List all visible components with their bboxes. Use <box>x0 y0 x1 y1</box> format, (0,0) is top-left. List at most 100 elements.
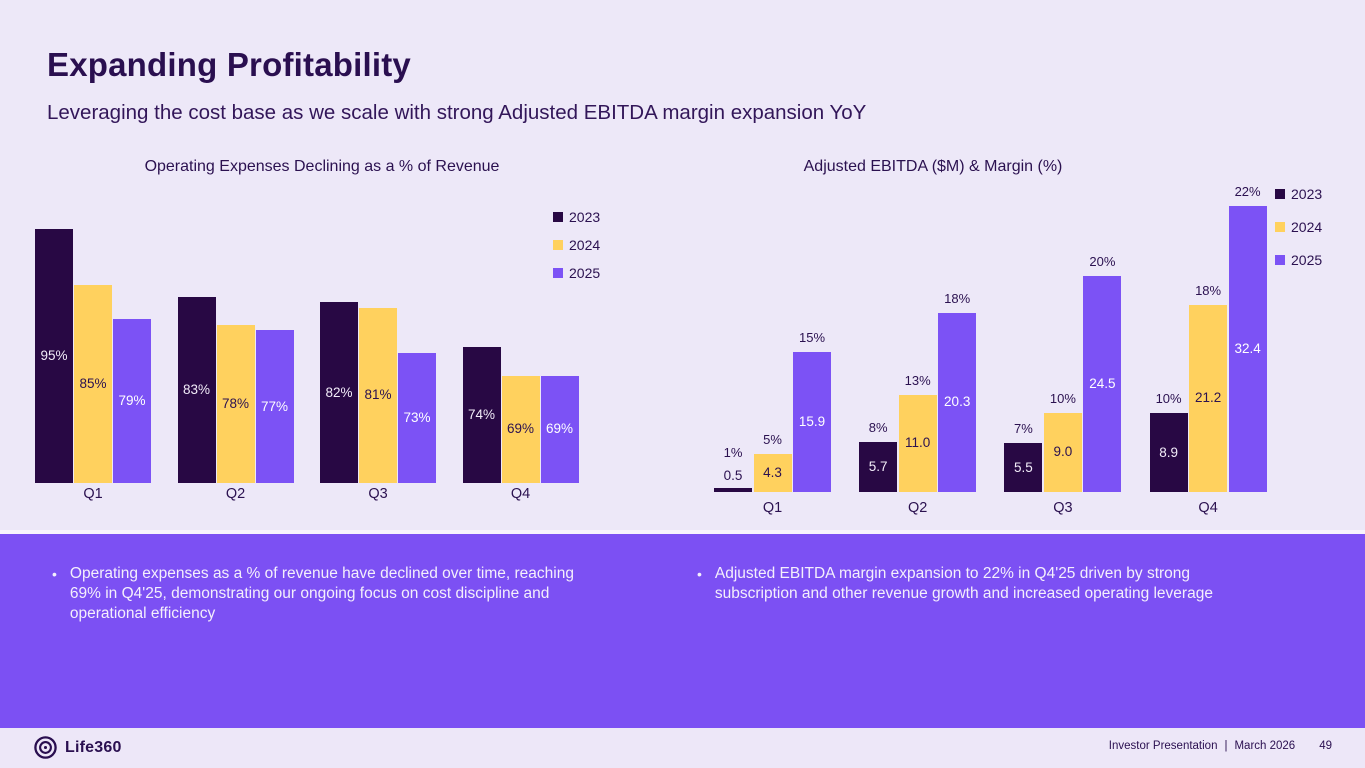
bar-value-label: 69% <box>545 421 574 437</box>
bar-value-label: 21.2 <box>1194 390 1222 406</box>
bar-margin-label: 5% <box>763 432 782 447</box>
brand-name: Life360 <box>65 738 122 756</box>
bar-2024-Q3 <box>359 307 397 483</box>
life360-logo-icon <box>33 735 58 760</box>
legend-item-2023: 2023 <box>1275 186 1322 202</box>
bar-2024-Q2 <box>898 394 937 492</box>
x-axis: Q1 Q2 Q3 Q4 <box>28 486 616 506</box>
bar-2025-Q1 <box>793 351 831 492</box>
bar-value-label: 8.9 <box>1159 444 1178 460</box>
bar-value-label: 74% <box>467 407 496 423</box>
bar-margin-label: 13% <box>904 372 931 388</box>
bar-value-label: 81% <box>364 387 392 403</box>
bar-2024-Q1 <box>74 285 112 483</box>
bar-value-label: 9.0 <box>1053 444 1073 460</box>
bar-2025-Q1 <box>113 319 151 483</box>
legend-item-2024: 2024 <box>1275 219 1322 235</box>
bar-margin-label: 18% <box>944 290 971 306</box>
bar-2025-Q2 <box>255 330 294 483</box>
bullet-text: Adjusted EBITDA margin expansion to 22% … <box>714 565 1213 602</box>
bar-2024-Q2 <box>216 324 255 483</box>
bar-2023-Q3 <box>320 302 358 483</box>
brand-logo: Life360 <box>33 735 122 760</box>
bar-2024-Q1 <box>753 454 792 492</box>
chart-operating-expenses: Operating Expenses Declining as a % of R… <box>28 152 616 514</box>
bar-2025-Q4 <box>540 375 579 483</box>
bar-2023-Q1 <box>35 228 73 483</box>
bar-margin-label: 7% <box>1013 421 1033 437</box>
legend-label: 2024 <box>1291 219 1323 235</box>
legend-item-2024: 2024 <box>553 237 600 253</box>
bar-value-label: 5.5 <box>1014 459 1033 475</box>
bar-margin-label: 22% <box>1234 183 1261 199</box>
bar-value-label: 32.4 <box>1234 341 1261 356</box>
chart-title: Adjusted EBITDA ($M) & Margin (%) <box>803 158 1063 175</box>
chart-legend: 2023 2024 2025 <box>1275 186 1322 268</box>
bar-value-label: 85% <box>79 376 107 392</box>
page-number: 49 <box>1319 740 1332 752</box>
chart-plot-area: 95% 85% 79% 83% 78% 77% 82% 81% 73% 74% 69% 69% <box>28 190 616 483</box>
chart-legend: 2023 2024 2025 <box>553 209 600 281</box>
legend-item-2025: 2025 <box>553 265 600 281</box>
legend-label: 2023 <box>1291 186 1323 202</box>
page-subtitle: Leveraging the cost base as we scale wit… <box>47 101 867 124</box>
bar-value-label: 4.3 <box>763 465 782 480</box>
bar-margin-label: 1% <box>723 444 743 460</box>
axis-label-Q1: Q1 <box>762 500 783 516</box>
bar-value-label: 5.7 <box>868 458 888 474</box>
bar-value-label: 0.5 <box>723 467 743 483</box>
bullet-text: Operating expenses as a % of revenue hav… <box>69 565 574 622</box>
bar-margin-label: 18% <box>1195 282 1222 298</box>
bullet-marker: • <box>697 566 702 582</box>
legend-swatch-icon <box>553 268 563 278</box>
footer-date: March 2026 <box>1234 740 1296 752</box>
bar-2024-Q4 <box>1189 304 1228 492</box>
bar-2023-Q2 <box>177 296 216 483</box>
axis-label-Q3: Q3 <box>368 486 388 502</box>
bar-margin-label: 20% <box>1089 253 1116 269</box>
legend-swatch-icon <box>1275 255 1285 265</box>
bar-value-label: 77% <box>260 398 289 414</box>
axis-label-Q2: Q2 <box>908 500 928 516</box>
bar-value-label: 82% <box>325 384 353 400</box>
bar-value-label: 73% <box>403 410 431 425</box>
legend-label: 2025 <box>569 265 601 281</box>
bar-margin-label: 10% <box>1155 391 1182 407</box>
chart-adjusted-ebitda: Adjusted EBITDA ($M) & Margin (%) 2023 20… <box>698 152 1343 516</box>
chart-plot-area: 0.5 1% 4.3 5% 15.9 15% 5.7 8% 11.0 13% 20.3 18% 5.5 7… <box>698 184 1288 492</box>
bar-value-label: 11.0 <box>905 435 931 451</box>
axis-label-Q3: Q3 <box>1053 500 1073 516</box>
axis-label-Q1: Q1 <box>83 486 103 502</box>
footer-divider: | <box>1224 740 1228 752</box>
x-axis: Q1 Q2 Q3 Q4 <box>698 500 1343 520</box>
legend-label: 2024 <box>569 237 601 253</box>
footer: Life360 Investor Presentation | March 20… <box>0 728 1365 768</box>
bar-2024-Q3 <box>1043 412 1082 492</box>
takeaway-bullet-right: • Adjusted EBITDA margin expansion to 22… <box>697 564 1262 604</box>
takeaway-bullet-left: • Operating expenses as a % of revenue h… <box>52 564 597 624</box>
axis-label-Q4: Q4 <box>510 486 531 502</box>
axis-label-Q2: Q2 <box>225 486 246 502</box>
bar-value-label: 95% <box>40 347 68 363</box>
axis-label-Q4: Q4 <box>1198 500 1218 516</box>
bar-value-label: 79% <box>118 393 146 409</box>
bar-value-label: 83% <box>182 381 211 397</box>
footer-caption: Investor Presentation | March 2026 <box>1109 740 1295 752</box>
legend-item-2025: 2025 <box>1275 252 1322 268</box>
legend-item-2023: 2023 <box>553 209 600 225</box>
legend-swatch-icon <box>1275 222 1285 232</box>
legend-label: 2025 <box>1291 252 1323 268</box>
takeaway-band: • Operating expenses as a % of revenue h… <box>0 534 1365 728</box>
chart-title: Operating Expenses Declining as a % of R… <box>144 158 500 175</box>
bar-2023-Q3 <box>1004 443 1043 492</box>
legend-swatch-icon <box>553 240 563 250</box>
bar-2023-Q4 <box>1149 413 1188 492</box>
bar-2025-Q2 <box>938 312 977 492</box>
bar-value-label: 15.9 <box>798 413 826 429</box>
legend-label: 2023 <box>569 209 601 225</box>
bar-value-label: 20.3 <box>944 394 971 410</box>
bar-2025-Q3 <box>1083 275 1122 492</box>
band-separator <box>0 530 1365 534</box>
footer-label: Investor Presentation <box>1108 740 1218 752</box>
